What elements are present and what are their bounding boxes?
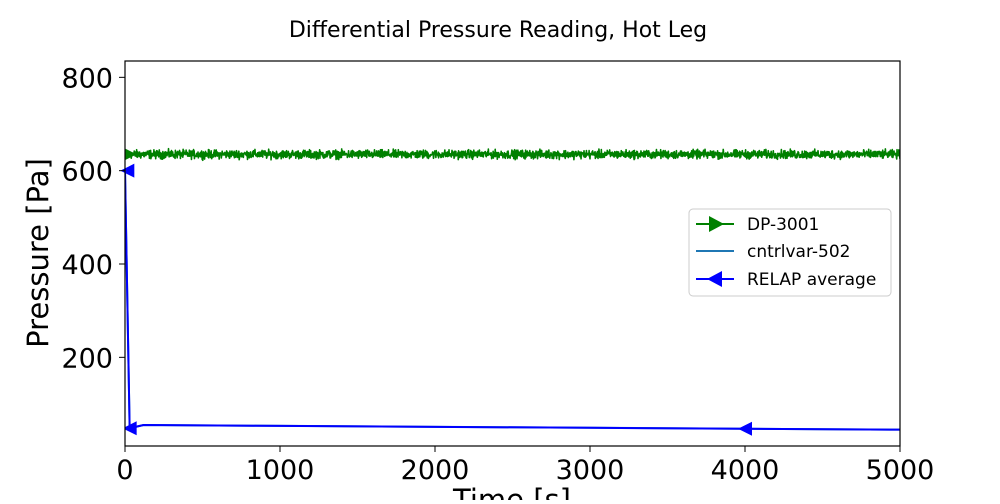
legend-marker-dp-3001 (709, 216, 724, 232)
x-tick-label-2000: 2000 (401, 455, 470, 486)
chart-title: Differential Pressure Reading, Hot Leg (289, 18, 707, 43)
series-marker-relap-average-1 (738, 421, 752, 436)
series-layer (120, 147, 900, 436)
series-marker-relap-average-0 (125, 421, 137, 436)
legend-item-cntrlvar-502: cntrlvar-502 (696, 242, 850, 262)
series-marker-dp-3001-0 (125, 148, 137, 161)
x-tick-label-0: 0 (116, 455, 133, 486)
legend-frame (688, 208, 892, 297)
legend-label-relap-average: RELAP average (747, 270, 876, 290)
y-tick-label-200: 200 (61, 343, 113, 374)
y-axis-label: Pressure [Pa] (21, 158, 55, 348)
series-relap-average (125, 170, 900, 436)
y-tick-label-600: 600 (61, 157, 113, 188)
y-tick-label-400: 400 (61, 250, 113, 281)
x-tick-label-3000: 3000 (556, 455, 625, 486)
series-line-dp-3001 (125, 147, 900, 162)
series-marker-relap-average-start (120, 163, 135, 178)
y-tick-label-800: 800 (61, 63, 113, 94)
legend-item-relap-average: RELAP average (696, 270, 876, 290)
plot-frame (124, 60, 901, 447)
legend-label-dp-3001: DP-3001 (747, 215, 819, 235)
x-tick-label-4000: 4000 (711, 455, 780, 486)
x-tick-label-1000: 1000 (246, 455, 315, 486)
x-tick-label-5000: 5000 (866, 455, 935, 486)
legend-marker-relap-average (707, 271, 722, 287)
legend-label-cntrlvar-502: cntrlvar-502 (747, 242, 850, 262)
x-axis-label: Time [s] (452, 483, 571, 500)
legend: DP-3001 cntrlvar-502 RELAP average (688, 208, 892, 297)
series-dp-3001 (125, 147, 900, 162)
tick-layer: 0 1000 2000 3000 4000 5000 200 400 600 800 (61, 63, 934, 486)
legend-item-dp-3001: DP-3001 (696, 215, 819, 235)
